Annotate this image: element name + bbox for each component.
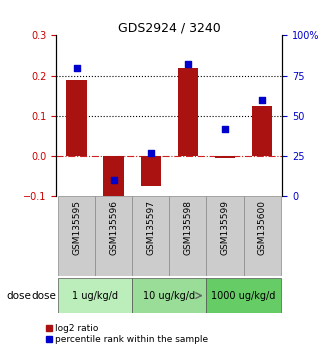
Text: dose: dose	[32, 291, 56, 301]
Text: dose: dose	[6, 291, 31, 301]
Bar	[58, 278, 132, 313]
Text: GSM135597: GSM135597	[146, 200, 155, 256]
Bar	[206, 278, 281, 313]
Bar	[132, 196, 169, 276]
Bar	[66, 80, 87, 156]
Title: GDS2924 / 3240: GDS2924 / 3240	[118, 21, 221, 34]
Bar	[58, 196, 95, 276]
Bar	[132, 278, 206, 313]
Text: GSM135599: GSM135599	[221, 200, 230, 256]
Legend: log2 ratio, percentile rank within the sample: log2 ratio, percentile rank within the s…	[45, 323, 210, 345]
Point	[222, 126, 228, 132]
Bar	[169, 196, 206, 276]
Text: GSM135596: GSM135596	[109, 200, 118, 256]
Bar	[95, 196, 132, 276]
Bar	[206, 196, 244, 276]
Point	[74, 65, 79, 70]
Bar	[244, 196, 281, 276]
Bar	[215, 156, 235, 158]
Point	[148, 150, 153, 156]
Point	[111, 178, 116, 183]
Text: GSM135595: GSM135595	[72, 200, 81, 256]
Bar	[252, 106, 272, 156]
Text: 1000 ug/kg/d: 1000 ug/kg/d	[211, 291, 276, 301]
Text: 10 ug/kg/d: 10 ug/kg/d	[143, 291, 195, 301]
Bar	[141, 156, 161, 187]
Bar	[178, 68, 198, 156]
Point	[259, 97, 265, 103]
Text: 1 ug/kg/d: 1 ug/kg/d	[72, 291, 118, 301]
Text: GSM135600: GSM135600	[257, 200, 266, 256]
Bar	[103, 156, 124, 199]
Point	[185, 62, 190, 67]
Text: GSM135598: GSM135598	[183, 200, 192, 256]
